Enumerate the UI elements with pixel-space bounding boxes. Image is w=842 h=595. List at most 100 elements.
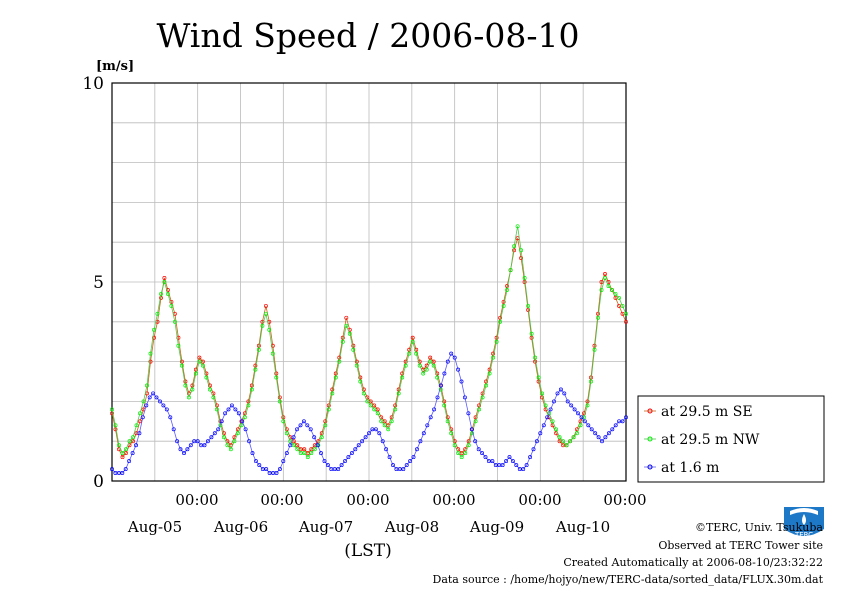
data-point (247, 439, 252, 444)
data-point (531, 447, 536, 452)
data-point (256, 347, 261, 352)
data-point (494, 335, 499, 340)
data-point (358, 375, 363, 380)
data-point (526, 303, 531, 308)
data-point (197, 355, 202, 360)
data-point (232, 439, 237, 444)
data-point (606, 431, 611, 436)
data-point (449, 427, 454, 432)
y-tick-label: 10 (82, 74, 104, 94)
data-point (569, 403, 574, 408)
data-point (319, 435, 324, 440)
data-point (219, 419, 224, 424)
data-point (585, 403, 590, 408)
data-point (500, 463, 505, 468)
data-point (393, 403, 398, 408)
data-point (373, 427, 378, 432)
data-point (302, 451, 307, 456)
data-point (578, 423, 583, 428)
data-point (603, 272, 607, 276)
data-point (367, 431, 371, 436)
data-point (476, 447, 481, 452)
data-point (424, 367, 429, 372)
data-point (337, 359, 342, 364)
data-point (456, 451, 461, 456)
x-tick-date: Aug-07 (298, 518, 353, 536)
data-point (360, 439, 365, 444)
data-point (340, 339, 345, 344)
data-point (404, 463, 409, 468)
data-point (552, 399, 556, 404)
data-point (193, 367, 198, 372)
legend-box (637, 395, 825, 483)
data-point (596, 435, 601, 440)
data-point (501, 303, 506, 308)
series-line (111, 352, 627, 474)
legend-label: at 29.5 m SE (661, 404, 753, 420)
data-point (363, 435, 368, 440)
data-point (400, 375, 405, 380)
data-point (330, 387, 335, 392)
legend-label: at 29.5 m NW (661, 432, 760, 448)
data-point (582, 419, 587, 424)
data-point (155, 311, 160, 316)
data-point (148, 359, 153, 364)
data-point (469, 427, 474, 432)
data-point (295, 447, 300, 452)
data-point (242, 415, 247, 420)
y-axis-ticks: 0 5 10 (82, 74, 104, 492)
series-line (111, 226, 627, 458)
data-point (169, 303, 174, 308)
data-point (326, 403, 331, 408)
data-point (120, 455, 125, 460)
data-point (141, 399, 146, 404)
data-point (120, 471, 125, 475)
data-point (260, 323, 265, 328)
data-point (209, 435, 214, 440)
data-point (505, 284, 510, 288)
data-point (410, 339, 415, 344)
data-point (407, 351, 412, 356)
data-point (557, 435, 562, 440)
data-point (175, 439, 180, 444)
data-point (291, 435, 296, 440)
data-point (322, 459, 327, 464)
x-axis-ticks: 00:00 00:00 00:00 00:00 00:00 00:00 Aug-… (127, 491, 647, 536)
data-point (417, 359, 422, 364)
data-point (346, 455, 351, 460)
data-point (466, 411, 471, 416)
data-point (548, 407, 553, 412)
data-point (462, 395, 467, 400)
data-point (510, 459, 515, 464)
x-tick-date: Aug-10 (555, 518, 610, 536)
data-point (624, 311, 628, 316)
data-point (452, 443, 457, 448)
data-point (165, 291, 170, 296)
data-point (323, 423, 328, 428)
data-point (452, 439, 457, 444)
data-point (418, 439, 423, 444)
data-point (514, 463, 519, 468)
data-point (487, 371, 492, 376)
data-point (319, 451, 323, 456)
data-point (176, 335, 181, 340)
data-point (301, 419, 306, 424)
legend-label: at 1.6 m (661, 460, 719, 476)
data-point (368, 403, 373, 408)
x-tick-time: 00:00 (518, 491, 561, 509)
data-point (267, 327, 272, 332)
data-point (579, 415, 584, 420)
data-point (432, 407, 437, 412)
data-point (302, 447, 307, 452)
data-point (214, 403, 219, 408)
data-point (344, 315, 349, 320)
x-tick-time: 00:00 (175, 491, 218, 509)
data-point (284, 427, 289, 432)
data-point (565, 399, 570, 404)
x-tick-time: 00:00 (432, 491, 475, 509)
data-point (326, 407, 331, 412)
created-text: Created Automatically at 2006-08-10/23:3… (563, 556, 823, 569)
data-point (339, 463, 344, 468)
data-point (490, 459, 495, 464)
